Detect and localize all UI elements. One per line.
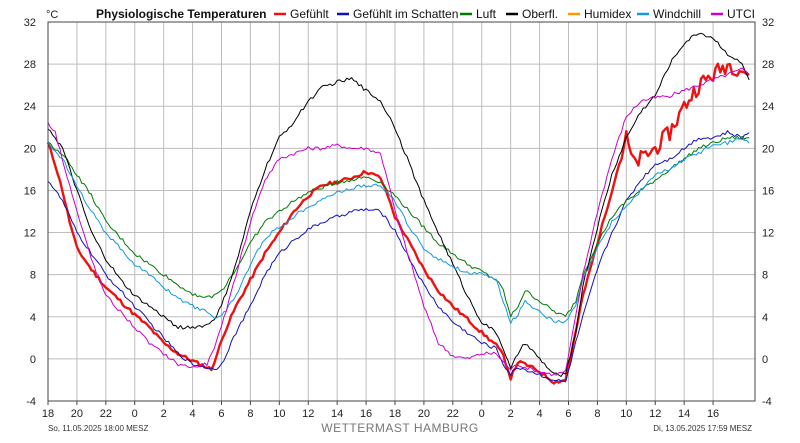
- x-tick-label: 12: [649, 408, 661, 420]
- chart-title: Physiologische Temperaturen: [96, 7, 267, 21]
- y-tick-label-left: 12: [24, 228, 36, 240]
- y-tick-label-right: 24: [762, 101, 774, 113]
- y-tick-label-right: 12: [762, 228, 774, 240]
- series-line-oberfl-: [47, 32, 750, 377]
- series-line-gef-hlt-im-schatten: [47, 130, 750, 383]
- y-unit-label: °C: [46, 9, 58, 21]
- y-tick-label-left: 8: [30, 270, 36, 282]
- x-tick-label: 0: [479, 408, 485, 420]
- x-tick-label: 2: [161, 408, 167, 420]
- y-tick-label-right: 8: [762, 270, 768, 282]
- x-tick-label: 6: [218, 408, 224, 420]
- x-tick-label: 4: [537, 408, 543, 420]
- series-line-luft: [47, 135, 750, 318]
- legend-label: UTCI: [727, 7, 755, 21]
- x-tick-label: 22: [447, 408, 459, 420]
- end-timestamp: Di, 13.05.2025 17:59 MESZ: [653, 424, 752, 433]
- legend-label: Gefühlt: [290, 7, 329, 21]
- x-tick-label: 14: [678, 408, 690, 420]
- x-tick-label: 20: [418, 408, 430, 420]
- legend-label: Gefühlt im Schatten: [353, 7, 458, 21]
- source-label: WETTERMAST HAMBURG: [321, 421, 478, 435]
- series-line-windchill: [47, 138, 750, 324]
- y-tick-label-left: 32: [24, 17, 36, 29]
- y-tick-label-right: 28: [762, 59, 774, 71]
- x-tick-label: 0: [132, 408, 138, 420]
- x-tick-label: 8: [247, 408, 253, 420]
- x-tick-label: 10: [273, 408, 285, 420]
- y-tick-label-right: 20: [762, 143, 774, 155]
- x-tick-label: 8: [594, 408, 600, 420]
- x-tick-label: 4: [190, 408, 196, 420]
- y-tick-label-left: 16: [24, 185, 36, 197]
- x-tick-label: 18: [42, 408, 54, 420]
- y-tick-label-right: 32: [762, 17, 774, 29]
- y-tick-label-left: 4: [30, 312, 36, 324]
- x-tick-label: 22: [100, 408, 112, 420]
- x-tick-label: 16: [707, 408, 719, 420]
- y-tick-label-left: -4: [26, 396, 36, 408]
- series-line-utci: [47, 67, 750, 377]
- legend: Gefühlt Gefühlt im Schatten Luft Oberfl. Hum…: [274, 7, 755, 21]
- x-tick-label: 20: [71, 408, 83, 420]
- series-layer: [46, 32, 750, 385]
- y-tick-label-left: 28: [24, 59, 36, 71]
- x-tick-label: 16: [360, 408, 372, 420]
- x-tick-label: 10: [620, 408, 632, 420]
- x-tick-label: 18: [389, 408, 401, 420]
- legend-label: Windchill: [653, 7, 701, 21]
- y-tick-label-right: 16: [762, 185, 774, 197]
- x-tick-label: 2: [508, 408, 514, 420]
- y-tick-label-right: 4: [762, 312, 768, 324]
- x-tick-label: 14: [331, 408, 343, 420]
- y-tick-label-left: 24: [24, 101, 36, 113]
- x-tick-label: 12: [302, 408, 314, 420]
- y-tick-label-left: 20: [24, 143, 36, 155]
- plot-frame: [47, 21, 756, 402]
- y-tick-label-right: -4: [762, 396, 772, 408]
- legend-label: Luft: [476, 7, 497, 21]
- x-tick-label: 6: [565, 408, 571, 420]
- y-tick-label-right: 0: [762, 354, 768, 366]
- legend-label: Humidex: [584, 7, 631, 21]
- y-tick-label-left: 0: [30, 354, 36, 366]
- start-timestamp: So, 11.05.2025 18:00 MESZ: [48, 424, 148, 433]
- legend-label: Oberfl.: [522, 7, 558, 21]
